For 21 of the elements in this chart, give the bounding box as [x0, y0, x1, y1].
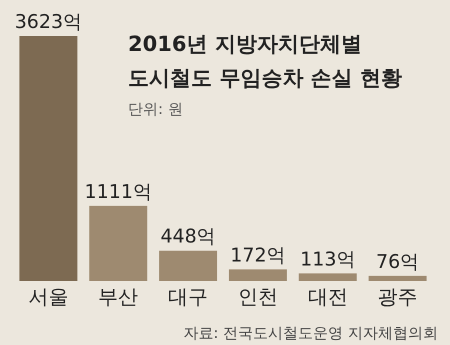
- x-tick-label: 서울: [28, 284, 68, 308]
- text: 자료: 전국도시철도운영 지자체협의회: [183, 324, 438, 342]
- data-label: 3623억: [14, 11, 82, 33]
- x-tick-label: 대전: [308, 284, 348, 308]
- data-label: 113억: [300, 248, 356, 270]
- bar: [228, 269, 287, 281]
- bar: [89, 206, 148, 281]
- data-label: 1111억: [84, 180, 152, 203]
- data-label: 172억: [230, 244, 286, 266]
- text: 단위: 원: [128, 100, 183, 118]
- data-label: 448억: [160, 226, 216, 248]
- bar: [298, 273, 357, 281]
- bar: [368, 276, 427, 281]
- x-tick-label: 광주: [378, 284, 418, 308]
- x-tick-label: 대구: [168, 284, 208, 308]
- bar: [19, 36, 78, 281]
- text: 2016년 지방자치단체별 도시철도 무임승차 손실 현황: [128, 32, 402, 90]
- data-label: 76억: [376, 250, 420, 273]
- bar: [159, 250, 218, 281]
- x-tick-label: 인천: [238, 284, 278, 308]
- x-tick-label: 부산: [98, 284, 138, 308]
